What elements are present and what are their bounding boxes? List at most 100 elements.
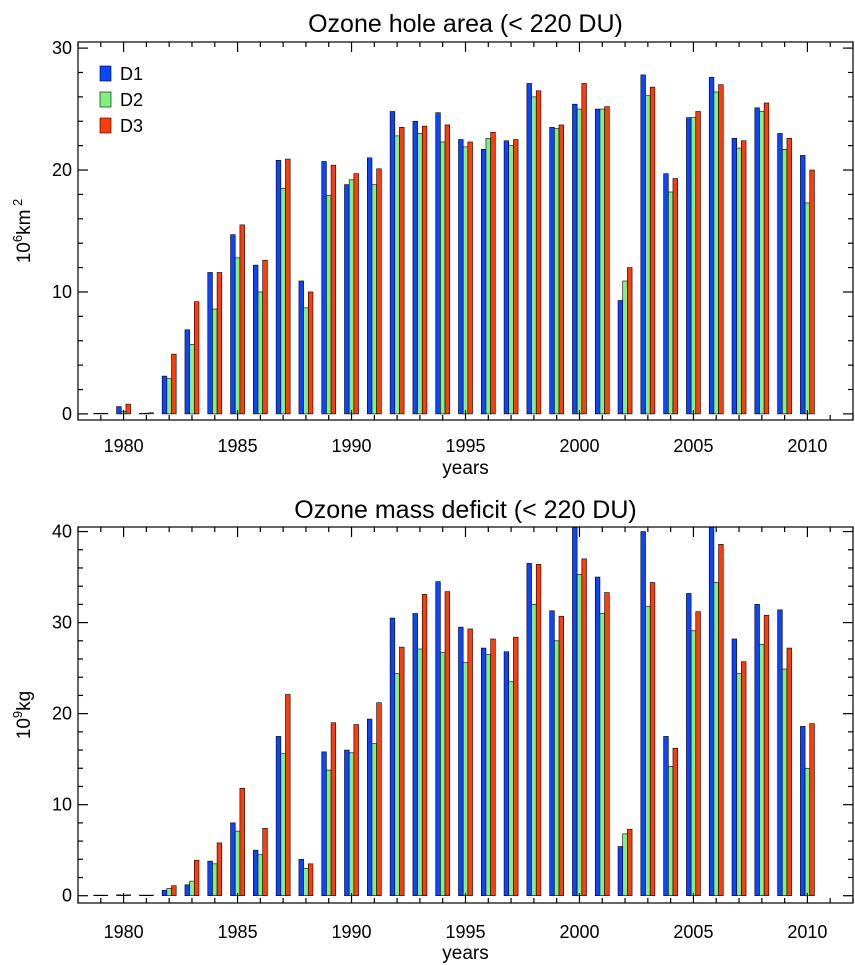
bar-d3-2002 bbox=[627, 267, 633, 415]
bar-d2-1981 bbox=[143, 412, 150, 415]
bar-d1-2006 bbox=[708, 527, 715, 897]
bar-d3-1979 bbox=[102, 894, 109, 897]
bar-d1-1979 bbox=[93, 894, 99, 897]
chart-title: Ozone mass deficit (< 220 DU) bbox=[294, 496, 637, 524]
bar-d1-1991 bbox=[367, 718, 373, 897]
bar-d3-1992 bbox=[399, 646, 405, 897]
bars bbox=[93, 527, 815, 897]
bar-d1-1989 bbox=[321, 161, 327, 415]
bar-d3-1998 bbox=[535, 90, 542, 415]
bar-d2-2000 bbox=[576, 108, 583, 415]
bar-d3-1998 bbox=[535, 564, 542, 897]
bar-d2-2003 bbox=[645, 95, 651, 415]
bar-d2-1995 bbox=[462, 662, 469, 897]
bar-d1-1993 bbox=[412, 613, 418, 897]
bar-d3-1989 bbox=[330, 722, 337, 897]
bar-d2-1982 bbox=[166, 888, 172, 897]
bar-d2-1986 bbox=[257, 291, 263, 415]
bar-d3-1990 bbox=[353, 173, 359, 415]
bar-d2-1997 bbox=[508, 681, 514, 897]
bar-d3-2000 bbox=[581, 83, 587, 415]
bar-d2-1994 bbox=[440, 141, 446, 415]
bar-d2-1986 bbox=[257, 854, 263, 897]
bar-d3-2006 bbox=[718, 543, 724, 897]
y-tick-label: 30 bbox=[52, 613, 72, 633]
bar-d2-2004 bbox=[668, 191, 674, 415]
bar-d3-1979 bbox=[102, 412, 109, 415]
bar-d1-1981 bbox=[139, 412, 145, 415]
bar-d2-2003 bbox=[645, 605, 651, 897]
bar-d1-2003 bbox=[640, 531, 646, 897]
bar-d3-1991 bbox=[376, 702, 382, 897]
bar-d3-2010 bbox=[809, 723, 815, 897]
bar-d3-1994 bbox=[444, 124, 451, 415]
bar-d1-1991 bbox=[367, 157, 373, 415]
bar-d2-1995 bbox=[462, 146, 469, 415]
bar-d3-2001 bbox=[604, 106, 610, 415]
bar-d2-1985 bbox=[234, 830, 241, 897]
legend: D1 D2 D3 bbox=[99, 64, 143, 136]
bar-d3-2006 bbox=[718, 84, 724, 415]
bar-d1-1979 bbox=[93, 412, 99, 415]
bar-d1-1983 bbox=[184, 329, 190, 415]
y-axis-label-unit: kg bbox=[14, 691, 35, 711]
legend-label-d2: D2 bbox=[120, 90, 143, 110]
bar-d2-1979 bbox=[98, 894, 104, 897]
bar-d2-2010 bbox=[804, 767, 811, 897]
x-tick-label: 2005 bbox=[673, 922, 713, 942]
bar-d2-1984 bbox=[212, 308, 218, 415]
bar-d2-2008 bbox=[759, 644, 765, 897]
bar-d2-1992 bbox=[394, 135, 400, 415]
y-tick-label: 0 bbox=[62, 886, 72, 906]
y-axis-label: 109kg bbox=[10, 691, 35, 739]
legend-swatch-d1 bbox=[99, 65, 112, 82]
bar-d2-1982 bbox=[166, 378, 172, 415]
bar-d2-1988 bbox=[303, 307, 309, 415]
bar-d1-2005 bbox=[686, 117, 692, 415]
bar-d3-1989 bbox=[330, 164, 337, 415]
bar-d3-2003 bbox=[649, 582, 656, 897]
bar-d3-1999 bbox=[558, 615, 564, 897]
bar-d1-1988 bbox=[298, 280, 304, 415]
bar-d3-1986 bbox=[262, 828, 268, 897]
bar-d1-1995 bbox=[458, 626, 464, 897]
x-tick-label: 1980 bbox=[104, 436, 144, 456]
bar-d1-2003 bbox=[640, 74, 646, 415]
bar-d1-1980 bbox=[116, 406, 122, 415]
bar-d1-1989 bbox=[321, 751, 327, 897]
y-tick-label: 10 bbox=[52, 795, 72, 815]
bar-d1-2000 bbox=[572, 103, 578, 415]
bar-d1-1983 bbox=[184, 884, 190, 897]
bar-d3-1984 bbox=[216, 842, 223, 897]
bar-d1-1984 bbox=[207, 860, 213, 897]
y-tick-label: 20 bbox=[52, 704, 72, 724]
bar-d3-2001 bbox=[604, 592, 610, 897]
bar-d3-2003 bbox=[649, 86, 656, 415]
bar-d2-1996 bbox=[485, 138, 491, 415]
bar-d1-2009 bbox=[777, 133, 783, 415]
bar-d3-1982 bbox=[171, 885, 177, 897]
bar-d3-1988 bbox=[307, 291, 314, 415]
bar-d1-2007 bbox=[731, 138, 737, 415]
bar-d2-2000 bbox=[576, 574, 583, 897]
bar-d1-2002 bbox=[617, 300, 624, 415]
legend-label-d1: D1 bbox=[120, 64, 143, 84]
bar-d2-1989 bbox=[326, 769, 332, 897]
bar-d3-2008 bbox=[763, 615, 770, 897]
y-tick-label: 20 bbox=[52, 160, 72, 180]
bar-d3-2009 bbox=[786, 647, 792, 897]
x-tick-label: 1995 bbox=[445, 436, 485, 456]
bars bbox=[93, 74, 815, 415]
y-axis-label-base: 10 bbox=[14, 718, 35, 739]
bar-d3-1983 bbox=[194, 859, 200, 897]
bar-d3-1999 bbox=[558, 124, 564, 415]
bar-d2-1985 bbox=[234, 257, 241, 415]
y-axis-label: 106km 2 bbox=[10, 199, 35, 264]
x-tick-label: 2010 bbox=[787, 436, 827, 456]
bar-d2-1988 bbox=[303, 868, 309, 897]
bar-d2-1997 bbox=[508, 145, 514, 415]
x-tick-label: 1995 bbox=[445, 922, 485, 942]
bar-d1-2001 bbox=[594, 576, 601, 897]
bar-d2-2010 bbox=[804, 202, 811, 415]
